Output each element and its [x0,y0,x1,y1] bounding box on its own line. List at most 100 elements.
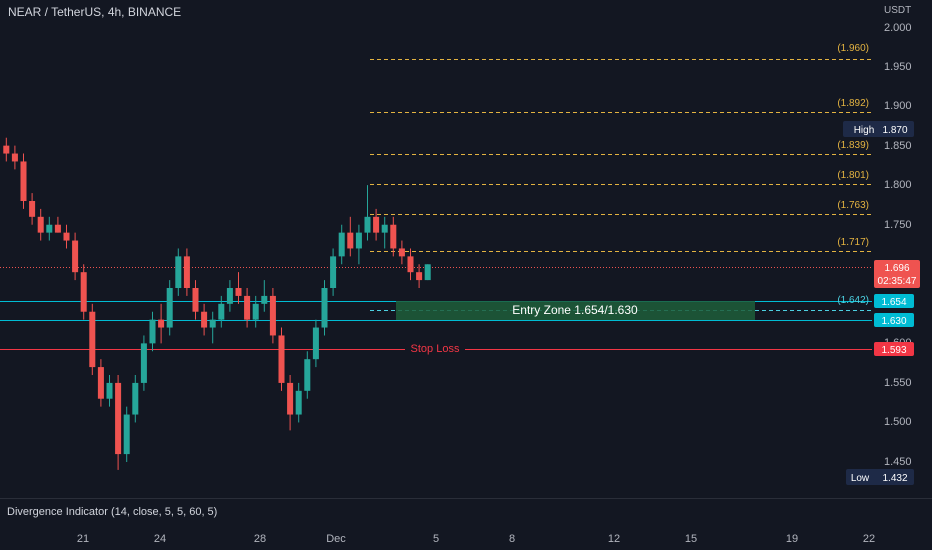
candle-body [261,295,268,304]
candle-body [11,153,18,162]
candle-body [175,256,182,288]
candle-body [29,201,36,217]
fib-label-1642: (1.642) [837,295,869,306]
fib-label-1839: (1.839) [837,140,869,151]
candle-body [398,248,405,257]
candle-body [192,288,199,312]
stop-loss-value: 1.593 [881,345,906,356]
current-price-value: 1.696 [884,263,909,274]
entry-zone-label: Entry Zone 1.654/1.630 [512,303,638,317]
candle-body [201,311,208,328]
fib-label-1892: (1.892) [837,98,869,109]
candle-body [183,256,190,288]
fib-label-1801: (1.801) [837,170,869,181]
candle-body [158,319,165,328]
time-tick: 22 [863,533,875,545]
countdown-timer: 02:35:47 [878,276,917,287]
candle-body [72,240,79,273]
pane-divider[interactable] [0,498,932,499]
price-tick: 2.000 [884,22,912,34]
entry-lower-value: 1.630 [881,316,906,327]
time-tick: 5 [433,533,439,545]
candle-body [269,295,276,336]
fib-label-1717: (1.717) [837,237,869,248]
price-tick: 1.800 [884,179,912,191]
candle-body [3,145,10,154]
entry-zone-box [396,301,755,320]
high-label: High [854,125,875,136]
candle-body [97,367,104,399]
price-tick: 1.900 [884,100,912,112]
candlestick-series [3,137,431,470]
candle-body [226,288,233,304]
candle-body [37,216,44,233]
fib-label-1763: (1.763) [837,200,869,211]
entry-upper-box [874,294,914,308]
candle-body [80,272,87,312]
candle-body [149,319,156,344]
high-label-box [843,121,885,137]
candle-body [218,303,225,320]
candle-body [416,272,423,281]
time-tick: 15 [685,533,697,545]
candle-body [278,335,285,383]
price-tick: 1.550 [884,377,912,389]
time-tick: 19 [786,533,798,545]
candle-body [390,224,397,249]
candle-body [54,224,61,233]
candle-body [312,327,319,360]
price-tick: 1.950 [884,61,912,73]
candle-body [355,232,362,249]
low-value: 1.432 [882,473,907,484]
candle-body [373,216,380,233]
stop-loss-box [874,342,914,356]
candle-body [295,390,302,415]
price-tick: 1.750 [884,219,912,231]
price-tick: 1.450 [884,456,912,468]
price-tick: 1.850 [884,140,912,152]
candle-body [287,382,294,415]
entry-lower-box [874,313,914,327]
low-value-box [876,469,914,485]
time-tick: 21 [77,533,89,545]
candle-body [304,359,311,391]
candle-body [381,224,388,233]
entry-upper-value: 1.654 [881,297,906,308]
current-price-box [874,260,920,288]
candle-body [330,256,337,288]
candle-body [20,161,27,201]
indicator-legend[interactable]: Divergence Indicator (14, close, 5, 5, 6… [7,506,218,518]
candle-body [106,382,113,399]
axis-unit: USDT [884,5,912,16]
candle-body [252,303,259,320]
price-tick: 1.500 [884,416,912,428]
candle-body [347,232,354,249]
candle-body [166,288,173,328]
candle-body [46,224,53,233]
candle-body [63,232,70,241]
time-tick: 8 [509,533,515,545]
candle-body [424,264,431,281]
candle-body [244,295,251,320]
candle-body [89,311,96,368]
candle-body [321,288,328,328]
candle-body [140,343,147,383]
candle-body [338,232,345,257]
time-tick: Dec [326,533,346,545]
candle-body [235,288,242,296]
high-value: 1.870 [882,125,907,136]
candle-body [364,216,371,233]
candle-body [115,382,122,455]
candle-body [123,414,130,455]
fib-label-1960: (1.960) [837,43,869,54]
low-label: Low [851,473,870,484]
chart-title: NEAR / TetherUS, 4h, BINANCE [8,5,182,19]
candle-body [132,382,139,415]
time-tick: 28 [254,533,266,545]
time-tick: 12 [608,533,620,545]
candle-body [209,319,216,328]
time-tick: 24 [154,533,166,545]
stop-loss-label: Stop Loss [411,343,460,355]
candle-body [407,256,414,273]
